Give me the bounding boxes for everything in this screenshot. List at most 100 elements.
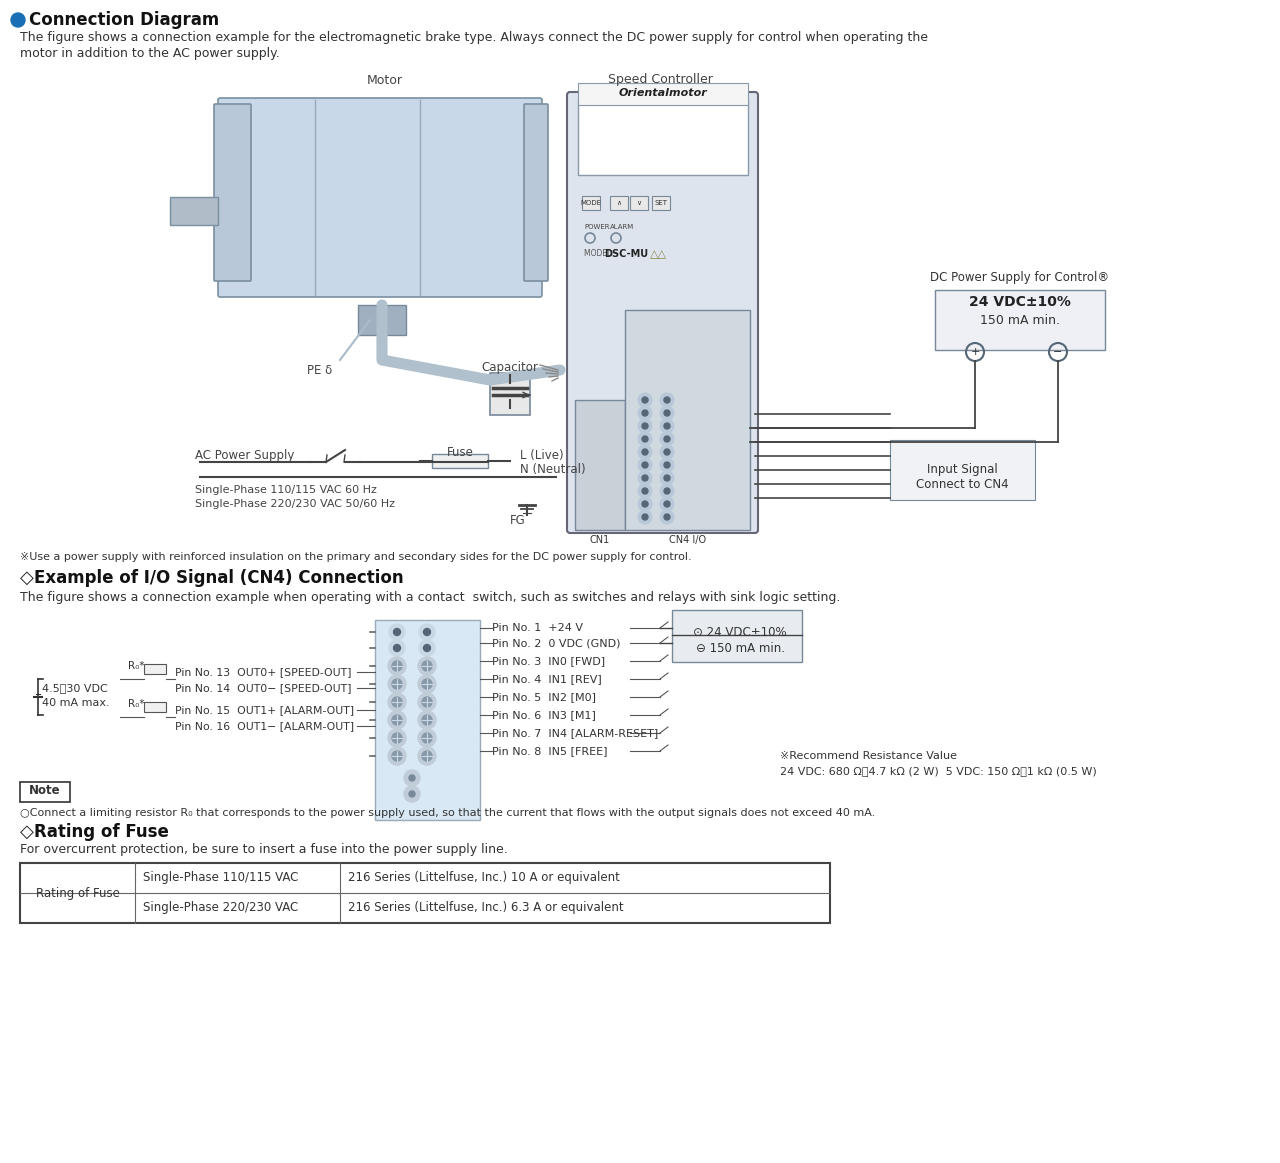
Bar bbox=[143, 664, 166, 675]
Text: Orientalmotor: Orientalmotor bbox=[618, 88, 708, 98]
Text: Pin No. 3  IN0 [FWD]: Pin No. 3 IN0 [FWD] bbox=[492, 656, 605, 666]
Circle shape bbox=[643, 423, 648, 429]
Text: Rating of Fuse: Rating of Fuse bbox=[35, 823, 169, 841]
Text: Single-Phase 110/115 VAC 60 Hz: Single-Phase 110/115 VAC 60 Hz bbox=[195, 485, 376, 495]
Circle shape bbox=[637, 458, 652, 472]
Text: +: + bbox=[970, 347, 979, 357]
Text: Motor: Motor bbox=[367, 73, 403, 86]
Text: Connection Diagram: Connection Diagram bbox=[29, 10, 219, 29]
Text: Pin No. 4  IN1 [REV]: Pin No. 4 IN1 [REV] bbox=[492, 675, 602, 684]
Circle shape bbox=[422, 679, 433, 688]
Text: 24 VDC: 680 Ω～4.7 kΩ (2 W)  5 VDC: 150 Ω～1 kΩ (0.5 W): 24 VDC: 680 Ω～4.7 kΩ (2 W) 5 VDC: 150 Ω～… bbox=[780, 766, 1097, 776]
Circle shape bbox=[664, 449, 669, 455]
Bar bbox=[672, 611, 803, 662]
Text: MODE: MODE bbox=[581, 200, 602, 206]
Circle shape bbox=[388, 729, 406, 747]
Bar bbox=[611, 197, 628, 211]
Bar bbox=[630, 197, 648, 211]
Circle shape bbox=[392, 679, 402, 688]
Circle shape bbox=[660, 458, 675, 472]
Circle shape bbox=[637, 393, 652, 407]
Circle shape bbox=[392, 715, 402, 725]
Bar bbox=[890, 440, 1036, 500]
Text: 40 mA max.: 40 mA max. bbox=[42, 698, 110, 708]
Text: ⊖ 150 mA min.: ⊖ 150 mA min. bbox=[695, 642, 785, 655]
Text: Pin No. 14  OUT0− [SPEED-OUT]: Pin No. 14 OUT0− [SPEED-OUT] bbox=[175, 683, 352, 693]
Text: Pin No. 5  IN2 [M0]: Pin No. 5 IN2 [M0] bbox=[492, 692, 596, 702]
Text: Pin No. 15  OUT1+ [ALARM-OUT]: Pin No. 15 OUT1+ [ALARM-OUT] bbox=[175, 705, 355, 715]
FancyBboxPatch shape bbox=[524, 104, 548, 281]
Circle shape bbox=[389, 625, 404, 640]
Text: ALARM: ALARM bbox=[611, 224, 635, 230]
Text: △△: △△ bbox=[650, 249, 667, 259]
Text: 4.5～30 VDC: 4.5～30 VDC bbox=[42, 683, 108, 693]
Text: SET: SET bbox=[654, 200, 667, 206]
Circle shape bbox=[422, 751, 433, 761]
Text: ○Connect a limiting resistor R₀ that corresponds to the power supply used, so th: ○Connect a limiting resistor R₀ that cor… bbox=[20, 808, 876, 818]
Circle shape bbox=[404, 770, 420, 786]
Text: L (Live): L (Live) bbox=[520, 449, 563, 462]
Circle shape bbox=[419, 657, 436, 675]
Circle shape bbox=[643, 488, 648, 494]
Circle shape bbox=[388, 675, 406, 693]
Circle shape bbox=[422, 661, 433, 671]
Circle shape bbox=[664, 514, 669, 520]
Text: Connect to CN4: Connect to CN4 bbox=[915, 478, 1009, 492]
Text: The figure shows a connection example when operating with a contact  switch, suc: The figure shows a connection example wh… bbox=[20, 592, 841, 605]
Circle shape bbox=[410, 791, 415, 797]
FancyBboxPatch shape bbox=[567, 92, 758, 533]
Circle shape bbox=[637, 484, 652, 498]
Circle shape bbox=[12, 13, 26, 27]
Circle shape bbox=[637, 406, 652, 420]
Text: CN1: CN1 bbox=[590, 535, 611, 545]
Circle shape bbox=[388, 747, 406, 765]
Text: DC Power Supply for Control®: DC Power Supply for Control® bbox=[931, 271, 1110, 285]
Circle shape bbox=[422, 715, 433, 725]
Circle shape bbox=[422, 733, 433, 743]
Bar bbox=[20, 863, 829, 923]
Text: Pin No. 7  IN4 [ALARM-RESET]: Pin No. 7 IN4 [ALARM-RESET] bbox=[492, 728, 658, 739]
Text: CN4 I/O: CN4 I/O bbox=[669, 535, 707, 545]
Circle shape bbox=[643, 411, 648, 416]
Circle shape bbox=[664, 436, 669, 442]
Text: Input Signal: Input Signal bbox=[927, 464, 997, 477]
Bar bbox=[579, 100, 748, 174]
Bar bbox=[934, 290, 1105, 350]
Circle shape bbox=[660, 431, 675, 445]
Text: Speed Controller: Speed Controller bbox=[608, 73, 713, 86]
Text: MODEL: MODEL bbox=[584, 250, 613, 258]
Bar bbox=[358, 305, 406, 335]
Circle shape bbox=[637, 419, 652, 433]
Circle shape bbox=[419, 747, 436, 765]
Circle shape bbox=[419, 675, 436, 693]
Circle shape bbox=[393, 628, 401, 635]
Circle shape bbox=[660, 471, 675, 485]
Text: Fuse: Fuse bbox=[447, 445, 474, 458]
Text: Single-Phase 220/230 VAC 50/60 Hz: Single-Phase 220/230 VAC 50/60 Hz bbox=[195, 499, 396, 509]
Text: Single-Phase 220/230 VAC: Single-Phase 220/230 VAC bbox=[143, 901, 298, 914]
Circle shape bbox=[392, 661, 402, 671]
Circle shape bbox=[664, 488, 669, 494]
Text: ∧: ∧ bbox=[617, 200, 622, 206]
Text: Single-Phase 110/115 VAC: Single-Phase 110/115 VAC bbox=[143, 871, 298, 885]
Circle shape bbox=[643, 514, 648, 520]
Circle shape bbox=[388, 711, 406, 729]
Text: DSC-MU: DSC-MU bbox=[604, 249, 648, 259]
Text: ⊙ 24 VDC±10%: ⊙ 24 VDC±10% bbox=[694, 627, 787, 640]
Circle shape bbox=[388, 693, 406, 711]
Circle shape bbox=[392, 697, 402, 707]
Circle shape bbox=[643, 436, 648, 442]
Circle shape bbox=[419, 640, 435, 656]
Text: FG: FG bbox=[511, 514, 526, 527]
Text: The figure shows a connection example for the electromagnetic brake type. Always: The figure shows a connection example fo… bbox=[20, 31, 928, 44]
Text: Note: Note bbox=[29, 785, 61, 798]
Text: R₀*: R₀* bbox=[128, 699, 145, 709]
Circle shape bbox=[424, 644, 430, 651]
Circle shape bbox=[388, 657, 406, 675]
Text: For overcurrent protection, be sure to insert a fuse into the power supply line.: For overcurrent protection, be sure to i… bbox=[20, 843, 508, 856]
Circle shape bbox=[643, 475, 648, 481]
Circle shape bbox=[392, 733, 402, 743]
Text: −: − bbox=[1053, 347, 1062, 357]
Circle shape bbox=[664, 462, 669, 468]
Bar bbox=[575, 400, 625, 530]
